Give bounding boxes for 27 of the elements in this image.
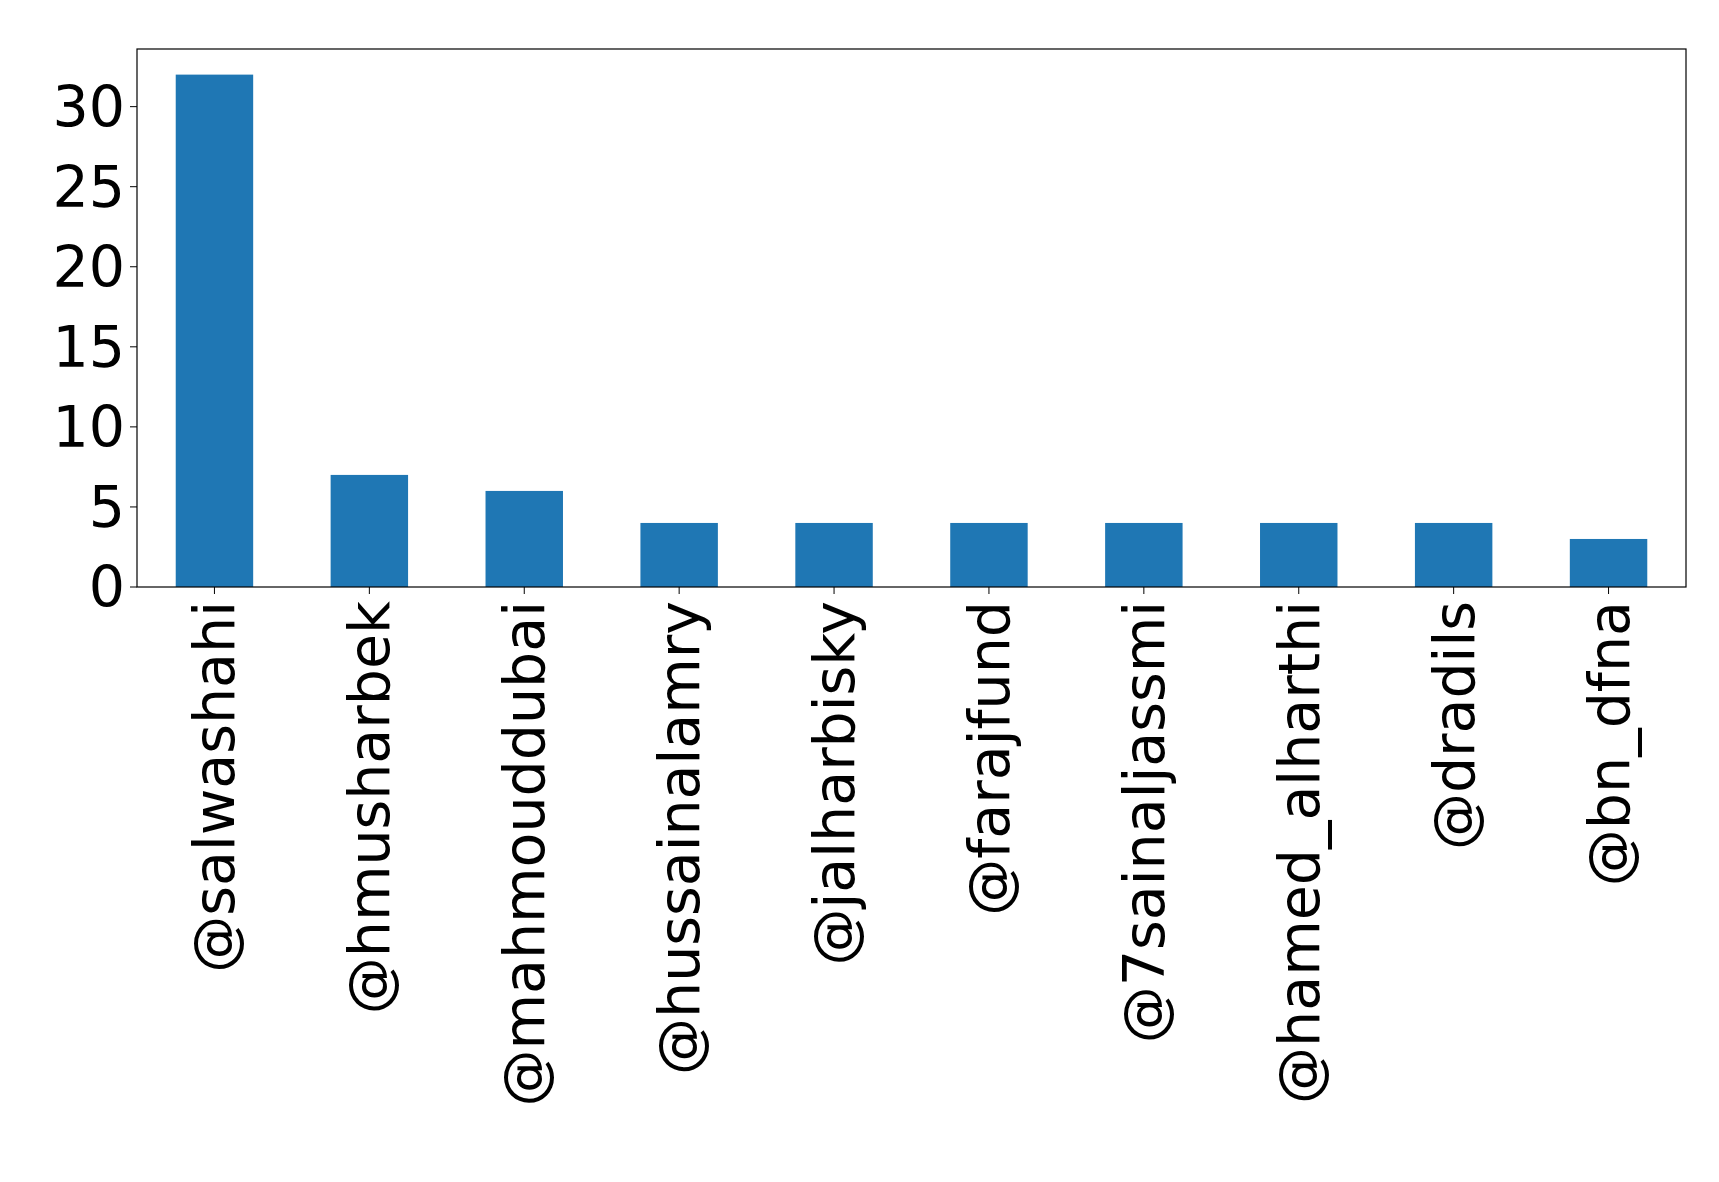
x-tick-label: @farajfund xyxy=(955,601,1022,916)
bar xyxy=(330,474,409,587)
bar xyxy=(640,522,718,587)
x-tick-label: @hussainalamry xyxy=(646,601,713,1075)
bar xyxy=(1414,522,1493,587)
bar xyxy=(795,522,873,587)
x-tick-label: @jalharbisky xyxy=(801,601,867,966)
x-tick-label: @bn_dfna xyxy=(1575,601,1642,887)
bar xyxy=(1105,522,1183,587)
y-tick-label: 20 xyxy=(52,233,125,300)
x-tick-label: @hamed_alharthi xyxy=(1265,601,1332,1104)
bar xyxy=(1569,538,1648,587)
x-tick-label: @dradils xyxy=(1420,601,1487,851)
x-tick-label: @7sainaljassmi xyxy=(1110,601,1177,1044)
bar xyxy=(950,522,1028,587)
bar xyxy=(485,490,563,587)
y-tick-label: 0 xyxy=(88,553,125,620)
x-tick-label: @mahmouddubai xyxy=(491,601,558,1107)
bar xyxy=(175,74,254,587)
x-tick-label: @hmusharbek xyxy=(336,601,403,1015)
x-tick-label: @salwashahi xyxy=(181,601,248,973)
y-tick-label: 30 xyxy=(52,73,125,140)
y-tick-label: 25 xyxy=(52,153,125,220)
y-tick-label: 10 xyxy=(52,393,125,460)
y-tick-label: 15 xyxy=(52,313,125,380)
y-tick-label: 5 xyxy=(88,473,125,540)
bar xyxy=(1260,522,1338,587)
